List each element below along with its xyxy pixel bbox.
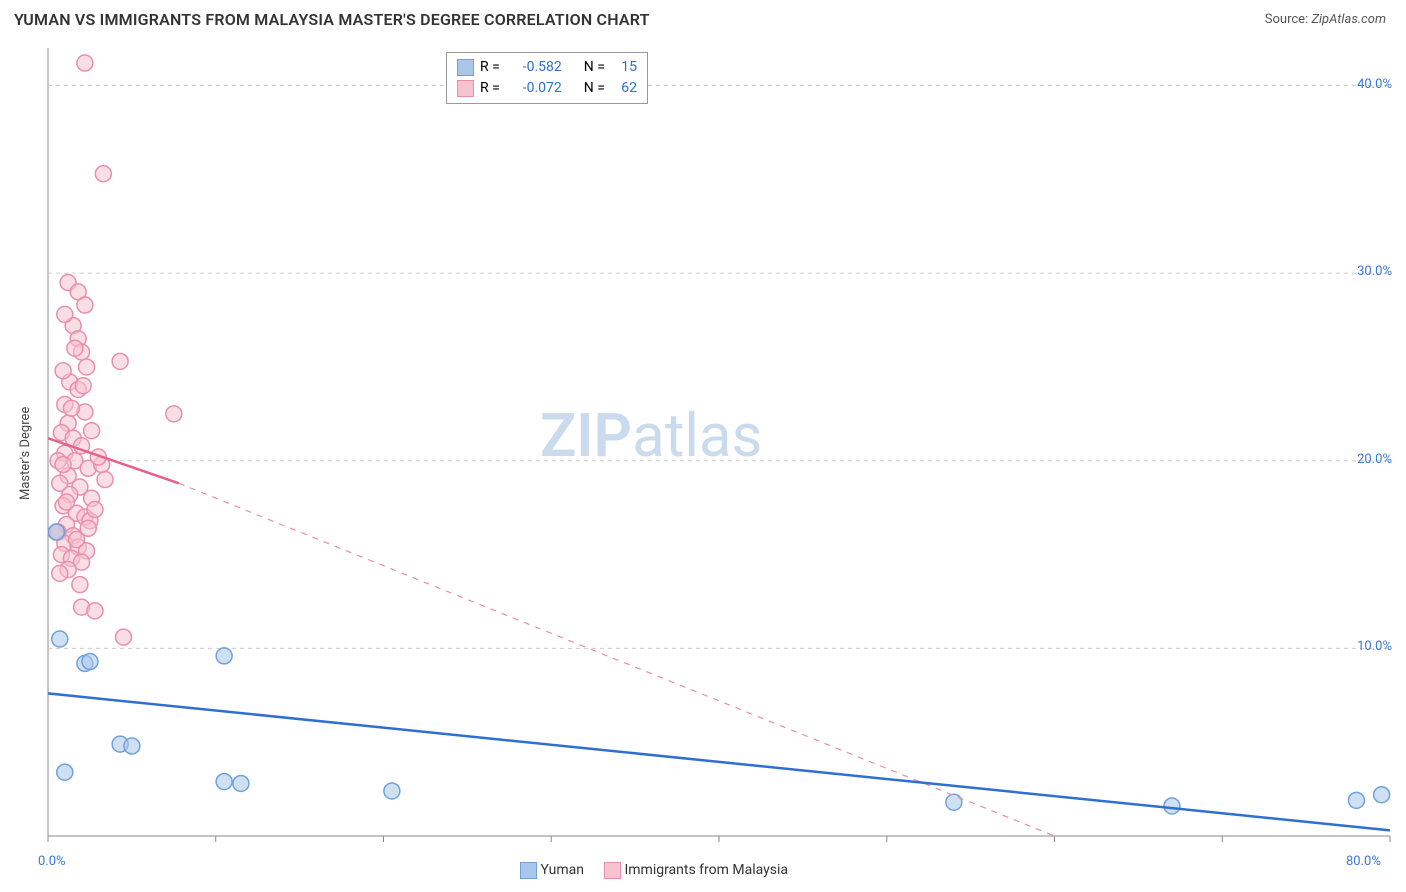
legend-bottom-item: Immigrants from Malaysia xyxy=(604,862,788,879)
legend-swatch xyxy=(457,80,474,97)
legend-swatch xyxy=(604,862,621,879)
legend-bottom: Yuman Immigrants from Malaysia xyxy=(520,862,788,879)
legend-swatch xyxy=(457,59,474,76)
legend-r-value: -0.072 xyxy=(506,78,562,99)
y-tick-label: 20.0% xyxy=(1357,452,1392,467)
y-tick-label: 30.0% xyxy=(1357,264,1392,279)
legend-top-row: R = -0.072 N = 62 xyxy=(457,78,637,99)
chart-svg xyxy=(0,0,1406,892)
legend-bottom-item: Yuman xyxy=(520,862,584,879)
y-tick-label: 40.0% xyxy=(1357,77,1392,92)
legend-swatch xyxy=(520,862,537,879)
legend-bottom-label: Immigrants from Malaysia xyxy=(624,862,788,878)
x-tick-label: 80.0% xyxy=(1346,854,1381,869)
legend-top-row: R = -0.582 N = 15 xyxy=(457,57,637,78)
legend-r-value: -0.582 xyxy=(506,57,562,78)
legend-r-label: R = xyxy=(480,57,500,78)
legend-r-label: R = xyxy=(480,78,500,99)
legend-top: R = -0.582 N = 15 R = -0.072 N = 62 xyxy=(446,52,648,104)
legend-n-value: 15 xyxy=(611,57,637,78)
legend-bottom-label: Yuman xyxy=(540,862,583,878)
x-tick-label: 0.0% xyxy=(38,854,66,869)
legend-n-label: N = xyxy=(584,57,605,78)
chart-container: YUMAN VS IMMIGRANTS FROM MALAYSIA MASTER… xyxy=(0,0,1406,892)
legend-n-label: N = xyxy=(584,78,605,99)
legend-n-value: 62 xyxy=(611,78,637,99)
y-tick-label: 10.0% xyxy=(1357,639,1392,654)
